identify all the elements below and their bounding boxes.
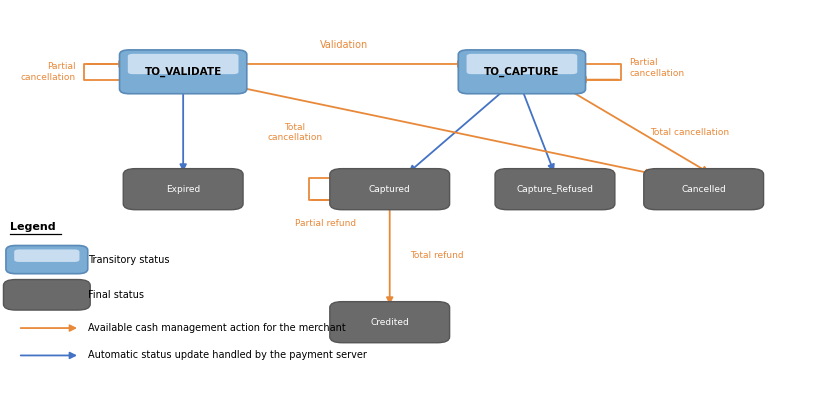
Text: Partial
cancellation: Partial cancellation [21,62,75,82]
Text: Available cash management action for the merchant: Available cash management action for the… [88,323,345,333]
FancyBboxPatch shape [128,54,238,74]
FancyBboxPatch shape [6,245,88,274]
FancyBboxPatch shape [14,249,79,262]
FancyBboxPatch shape [643,169,763,210]
FancyBboxPatch shape [119,50,247,94]
Text: Total
cancellation: Total cancellation [267,123,322,142]
Text: Credited: Credited [370,318,408,327]
Text: Legend: Legend [10,222,55,232]
Text: Total cancellation: Total cancellation [649,128,728,137]
Text: Captured: Captured [368,185,410,194]
Text: Partial refund: Partial refund [295,219,356,229]
Text: Final status: Final status [88,290,144,300]
Text: Transitory status: Transitory status [88,255,170,265]
FancyBboxPatch shape [3,280,90,310]
FancyBboxPatch shape [466,54,576,74]
FancyBboxPatch shape [458,50,585,94]
FancyBboxPatch shape [494,169,614,210]
Text: Total refund: Total refund [410,251,464,260]
Text: TO_CAPTURE: TO_CAPTURE [484,67,559,77]
FancyBboxPatch shape [330,169,449,210]
FancyBboxPatch shape [330,302,449,343]
Text: Capture_Refused: Capture_Refused [516,185,593,194]
Text: Partial
cancellation: Partial cancellation [628,58,684,78]
Text: Validation: Validation [320,40,368,50]
Text: Automatic status update handled by the payment server: Automatic status update handled by the p… [88,350,367,361]
FancyBboxPatch shape [123,169,243,210]
Text: TO_VALIDATE: TO_VALIDATE [144,67,222,77]
Text: Cancelled: Cancelled [681,185,725,194]
Text: Expired: Expired [166,185,200,194]
